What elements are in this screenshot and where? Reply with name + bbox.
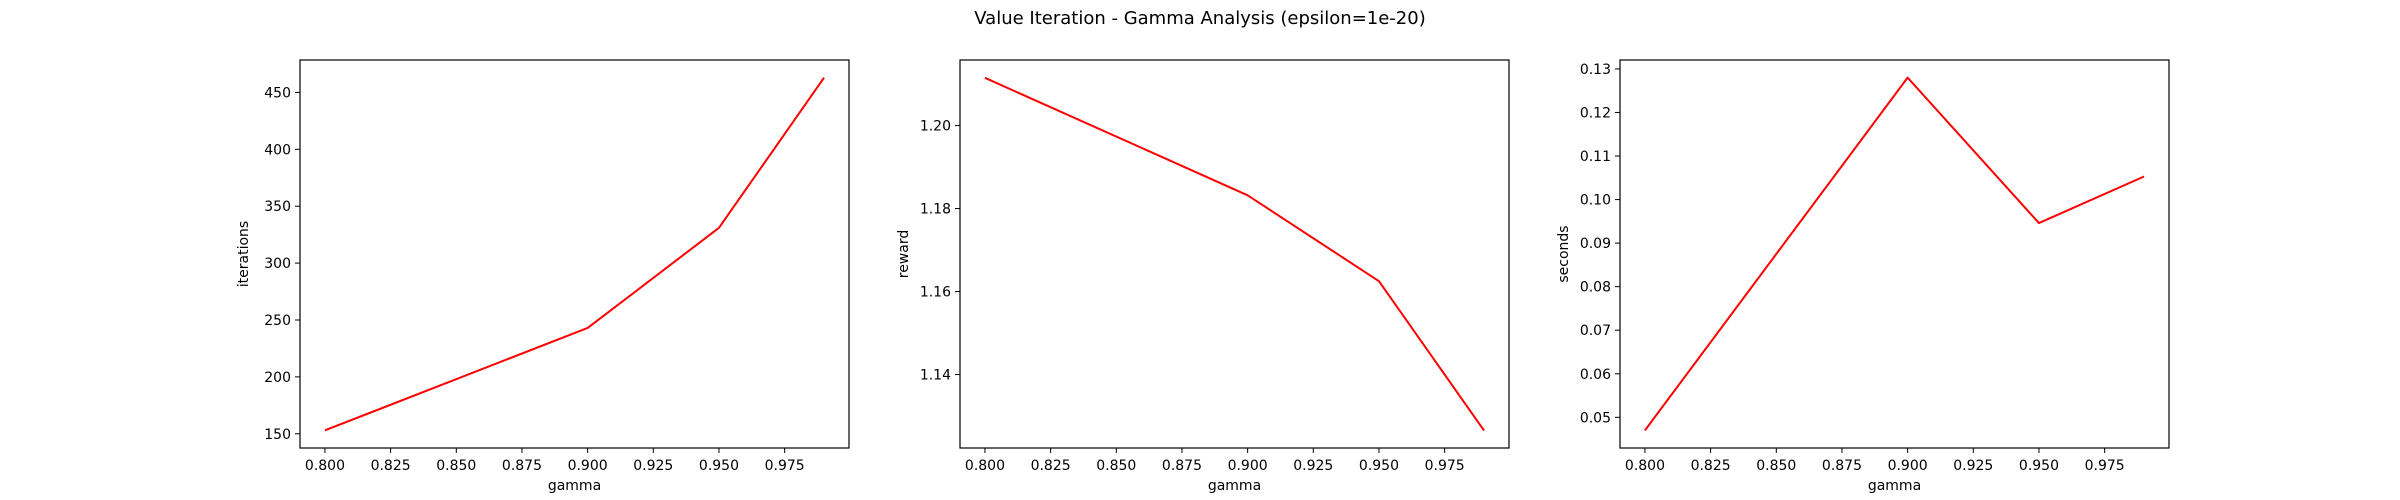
y-axis-label: iterations	[236, 221, 252, 287]
x-axis-label: gamma	[548, 478, 601, 494]
y-tick-label: 400	[264, 142, 291, 158]
x-axis-label: gamma	[1868, 478, 1921, 494]
x-tick-label: 0.925	[633, 458, 673, 474]
x-tick-label: 0.900	[568, 458, 608, 474]
x-tick-label: 0.975	[1425, 458, 1465, 474]
x-tick-label: 0.950	[1359, 458, 1399, 474]
x-tick-label: 0.875	[1822, 458, 1862, 474]
y-axis-label: reward	[896, 230, 912, 279]
axes-frame	[959, 59, 1510, 449]
x-tick-label: 0.850	[436, 458, 476, 474]
series-line	[1644, 76, 2145, 431]
subplot-reward: 0.800 0.825 0.850 0.875 0.900 0.925 0.950 0.975…	[896, 59, 1510, 494]
x-tick-label: 0.850	[1096, 458, 1136, 474]
y-tick-label: 0.08	[1580, 280, 1611, 296]
x-tick-label: 0.975	[2085, 458, 2125, 474]
y-tick-label: 1.16	[920, 285, 951, 301]
series-line	[324, 77, 825, 432]
x-axis-label: gamma	[1208, 478, 1261, 494]
x-tick-label: 0.925	[1953, 458, 1993, 474]
x-tick-label: 0.800	[305, 458, 345, 474]
y-tick-label: 0.06	[1580, 367, 1611, 383]
y-axis-label: seconds	[1556, 225, 1572, 282]
y-tick-label: 1.20	[920, 119, 951, 135]
subplot-seconds: 0.800 0.825 0.850 0.875 0.900 0.925 0.950 0.975…	[1556, 59, 2170, 494]
axes-frame	[1619, 59, 2170, 449]
x-tick-label: 0.975	[765, 458, 805, 474]
y-tick-label: 1.14	[920, 368, 951, 384]
y-tick-label: 250	[264, 313, 291, 329]
x-tick-label: 0.875	[502, 458, 542, 474]
x-tick-label: 0.825	[371, 458, 411, 474]
y-tick-label: 300	[264, 256, 291, 272]
x-tick-label: 0.850	[1756, 458, 1796, 474]
subplot-iterations: 0.800 0.825 0.850 0.875 0.900 0.925 0.950 0.975…	[236, 59, 850, 494]
y-tick-label: 0.11	[1580, 149, 1611, 165]
x-tick-label: 0.950	[2019, 458, 2059, 474]
y-tick-label: 0.12	[1580, 105, 1611, 121]
y-tick-label: 450	[264, 85, 291, 101]
y-tick-label: 0.07	[1580, 323, 1611, 339]
subplots: 0.800 0.825 0.850 0.875 0.900 0.925 0.950 0.975…	[236, 59, 2170, 494]
x-tick-label: 0.825	[1691, 458, 1731, 474]
x-tick-label: 0.875	[1162, 458, 1202, 474]
y-tick-label: 0.10	[1580, 193, 1611, 209]
x-tick-label: 0.925	[1293, 458, 1333, 474]
x-tick-label: 0.825	[1031, 458, 1071, 474]
y-tick-label: 200	[264, 370, 291, 386]
x-tick-label: 0.900	[1228, 458, 1268, 474]
x-tick-label: 0.950	[699, 458, 739, 474]
y-tick-label: 0.09	[1580, 236, 1611, 252]
axes-frame	[299, 59, 850, 449]
y-tick-label: 150	[264, 427, 291, 443]
y-tick-label: 0.13	[1580, 62, 1611, 78]
y-tick-label: 1.18	[920, 202, 951, 218]
y-tick-label: 0.05	[1580, 410, 1611, 426]
y-tick-label: 350	[264, 199, 291, 215]
figure-title: Value Iteration - Gamma Analysis (epsilo…	[974, 8, 1425, 29]
series-line	[984, 76, 1485, 432]
x-tick-label: 0.900	[1888, 458, 1928, 474]
x-tick-label: 0.800	[1625, 458, 1665, 474]
x-tick-label: 0.800	[965, 458, 1005, 474]
